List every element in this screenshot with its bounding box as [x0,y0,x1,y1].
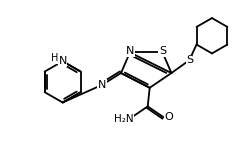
Text: H₂N: H₂N [114,114,134,124]
Text: S: S [159,46,166,56]
Text: N: N [59,56,67,66]
Text: H: H [51,53,59,63]
Text: O: O [164,112,173,122]
Text: N: N [98,80,106,90]
Text: N: N [126,46,134,56]
Text: S: S [187,55,194,65]
